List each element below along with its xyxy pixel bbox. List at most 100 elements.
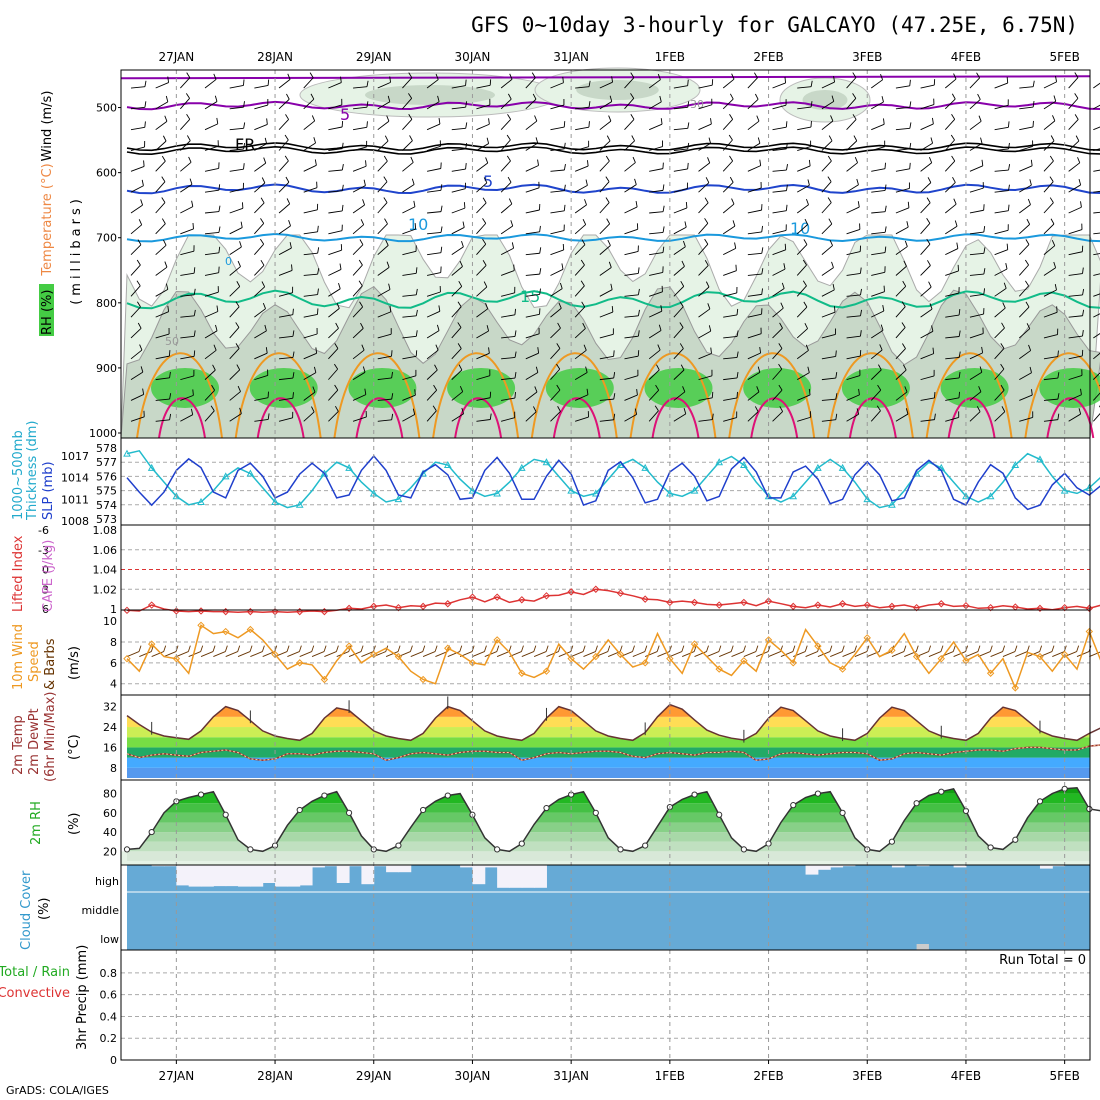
wind-barb [229, 188, 244, 193]
wind-barb [303, 142, 316, 151]
wind-barb-feather [880, 324, 884, 331]
contour-25-loop [454, 397, 503, 439]
wind-barb-feather [212, 364, 216, 371]
rh-legend-swatch [39, 284, 54, 336]
wind-barb-feather [979, 366, 983, 373]
wind-barb-feather [264, 137, 268, 144]
wind-barb [796, 306, 808, 318]
contour-20-loop [826, 352, 914, 439]
wind-barb-feather [754, 93, 759, 100]
wind-barb-feather [1007, 121, 1010, 128]
wind-barb [871, 252, 886, 256]
wind-barb [180, 161, 192, 172]
barb-10m-feather [1026, 645, 1030, 652]
wind-barb [451, 327, 462, 339]
wind-barb [599, 160, 610, 172]
cloud-high-gap [509, 865, 523, 888]
wind-barb [328, 169, 343, 172]
wind-barb-feather [856, 408, 860, 415]
wind-barb [303, 411, 315, 422]
wind-barb [155, 333, 170, 339]
rh-line-point [395, 842, 402, 849]
barb-10m-feather [1002, 645, 1006, 652]
wind-barb [895, 285, 907, 297]
wind-barb-feather [186, 135, 191, 141]
wind-barb-feather [983, 226, 986, 233]
wind-barb-feather [556, 363, 561, 370]
barb-10m-feather [459, 645, 463, 652]
barb-10m-feather [743, 645, 746, 652]
wind-barb [673, 207, 688, 214]
wind-barb [797, 106, 812, 110]
p2-ylabel-left-b: Thickness (dm) [25, 421, 40, 521]
wind-barb [278, 139, 289, 151]
wind-barb [994, 307, 1006, 318]
lifted-index-line-point [1085, 604, 1094, 613]
wind-barb [920, 397, 935, 401]
rh-line-point [494, 846, 501, 853]
p7-cloud-bars [127, 865, 1090, 950]
pressure-tick-500: 500 [96, 102, 117, 115]
wind-barb [648, 310, 663, 318]
wind-barb-feather [637, 309, 640, 316]
barb-10m [533, 651, 547, 658]
wind-barb [278, 397, 293, 401]
wind-barb-feather [1000, 343, 1005, 349]
wind-barb [155, 202, 166, 214]
contour-20-loop [629, 352, 717, 439]
wind-barb [599, 181, 610, 193]
wind-barb-feather [531, 72, 536, 79]
wind-barb [204, 330, 218, 339]
barb-10m [410, 651, 423, 658]
wind-barb-feather [606, 218, 611, 225]
wind-barb [624, 251, 639, 256]
wind-barb-feather [958, 309, 961, 316]
wind-barb [1043, 160, 1054, 172]
wind-barb [204, 123, 218, 131]
wind-barb [476, 419, 491, 422]
wind-speed-line-point [740, 657, 748, 665]
wind-barb-feather [1006, 243, 1009, 250]
wind-barb-feather [391, 371, 393, 378]
thickness-line-point [740, 460, 748, 469]
wind-tick-4: 4 [110, 678, 117, 691]
wind-barb-feather [779, 406, 784, 412]
wind-barb [821, 398, 836, 401]
lifted-index-line-point [123, 606, 131, 615]
p4-series [123, 621, 1100, 692]
wind-barb [747, 77, 758, 89]
wind-barb [649, 252, 664, 256]
wind-barb [895, 246, 908, 256]
wind-barb-feather [1025, 301, 1030, 308]
wind-barb-feather [189, 178, 193, 185]
wind-barb-feather [440, 205, 443, 212]
wind-barb-feather [1049, 176, 1054, 182]
wind-barb [747, 411, 759, 422]
wind-barb [846, 315, 861, 318]
wind-barb-feather [905, 408, 909, 415]
barb-10m-feather [175, 645, 179, 652]
wind-barb [846, 162, 858, 172]
wind-barb [229, 168, 244, 172]
wind-barb [303, 231, 318, 235]
wind-barb [1043, 202, 1054, 214]
wind-barb-feather [363, 179, 366, 186]
wind-barb-feather [834, 306, 836, 313]
wind-barb [328, 148, 343, 151]
wind-barb [229, 413, 242, 422]
wind-barb [772, 104, 787, 110]
wind-barb [254, 162, 267, 172]
wind-barb [920, 223, 931, 235]
wind-barb-feather [687, 162, 689, 169]
wind-barb [402, 77, 413, 89]
wind-barb [155, 101, 169, 110]
wind-barb [550, 230, 565, 235]
wind-barb-feather [606, 135, 611, 142]
wind-barb-feather [513, 264, 515, 271]
wind-barb-feather [537, 159, 539, 166]
barb-10m-feather [866, 645, 870, 652]
wind-barb-feather [313, 137, 316, 144]
cloud-high-gap [361, 865, 375, 885]
wind-barb [501, 377, 516, 381]
